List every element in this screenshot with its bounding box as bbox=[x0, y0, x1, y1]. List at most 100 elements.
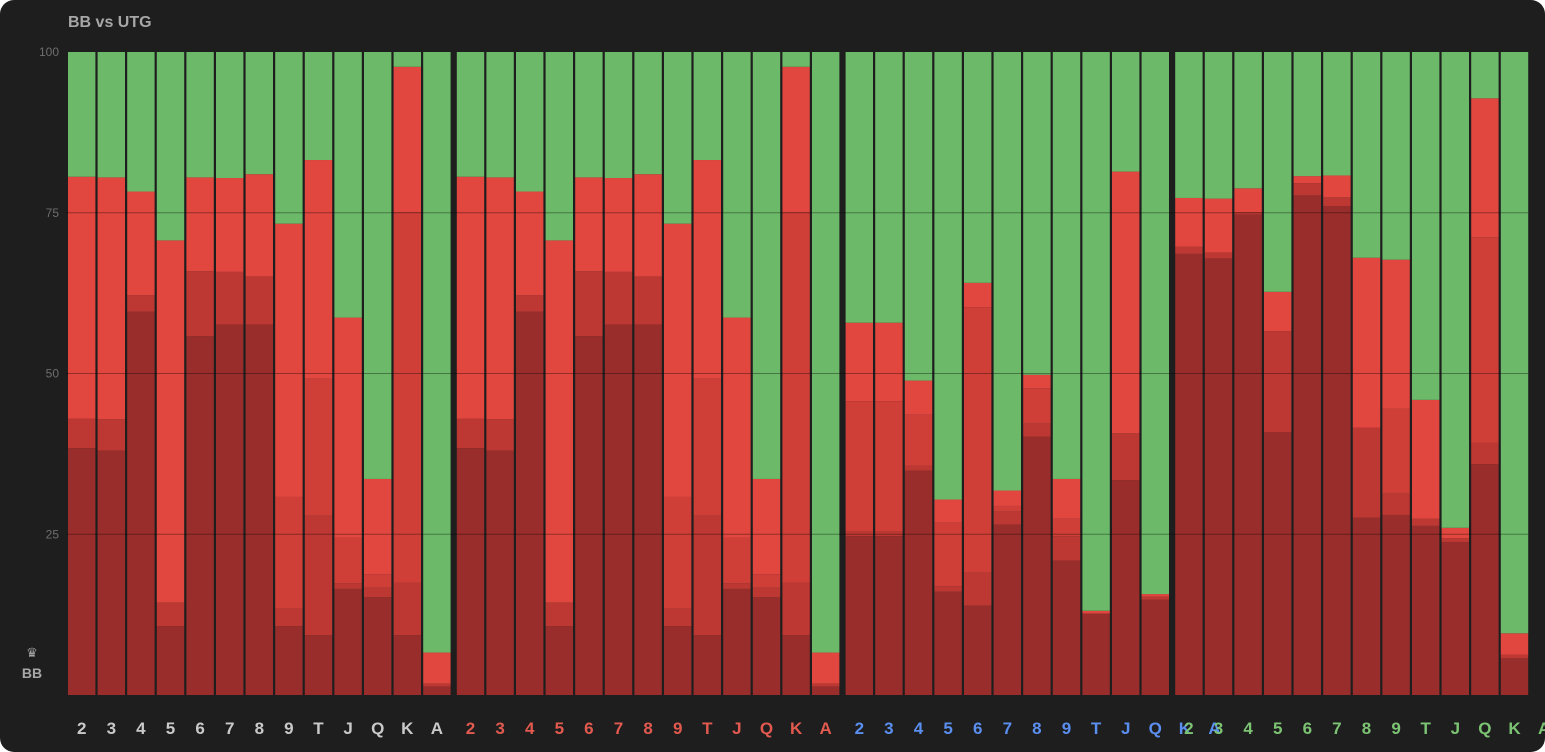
bar-segment-bet-large[interactable] bbox=[875, 322, 903, 402]
bar-segment-bet-small[interactable] bbox=[1141, 596, 1169, 600]
bar-segment-check[interactable] bbox=[1204, 258, 1233, 695]
bar-segment-fold[interactable] bbox=[127, 52, 155, 192]
bar-segment-bet-small[interactable] bbox=[1382, 493, 1410, 515]
bar-segment-bet-large[interactable] bbox=[456, 176, 485, 419]
bar-segment-check[interactable] bbox=[1175, 253, 1203, 696]
bar-segment-check[interactable] bbox=[875, 536, 903, 695]
bar-segment-fold[interactable] bbox=[812, 52, 840, 653]
bar-segment-bet-large[interactable] bbox=[275, 223, 303, 497]
bar-segment-bet-medium[interactable] bbox=[1023, 388, 1051, 424]
bar-segment-fold[interactable] bbox=[1204, 52, 1233, 199]
bar-segment-bet-small[interactable] bbox=[68, 418, 96, 449]
bar-segment-check[interactable] bbox=[97, 450, 125, 695]
bar-segment-check[interactable] bbox=[486, 450, 514, 695]
bar-segment-bet-medium[interactable] bbox=[334, 537, 362, 584]
bar-segment-bet-small[interactable] bbox=[486, 419, 514, 451]
bar-segment-bet-medium[interactable] bbox=[693, 378, 721, 516]
bar-segment-bet-large[interactable] bbox=[1023, 374, 1051, 389]
bar-segment-check[interactable] bbox=[545, 626, 573, 695]
bar-segment-fold[interactable] bbox=[1234, 52, 1262, 189]
bar-segment-fold[interactable] bbox=[1293, 52, 1321, 177]
bar-segment-fold[interactable] bbox=[275, 52, 303, 224]
bar-segment-fold[interactable] bbox=[664, 52, 692, 224]
bar-segment-check[interactable] bbox=[423, 686, 451, 695]
bar-segment-bet-small[interactable] bbox=[545, 602, 573, 627]
bar-segment-bet-large[interactable] bbox=[156, 240, 185, 603]
bar-segment-bet-large[interactable] bbox=[812, 652, 840, 684]
bar-segment-fold[interactable] bbox=[993, 52, 1021, 491]
bar-segment-bet-small[interactable] bbox=[1234, 212, 1262, 215]
bar-segment-bet-large[interactable] bbox=[334, 317, 362, 538]
bar-segment-bet-medium[interactable] bbox=[875, 401, 903, 532]
bar-segment-fold[interactable] bbox=[934, 52, 962, 500]
bar-segment-bet-small[interactable] bbox=[186, 271, 214, 337]
bar-segment-check[interactable] bbox=[1382, 514, 1410, 695]
bar-segment-bet-small[interactable] bbox=[934, 586, 962, 592]
bar-segment-fold[interactable] bbox=[782, 52, 810, 67]
bar-segment-bet-large[interactable] bbox=[1293, 176, 1321, 184]
bar-segment-bet-small[interactable] bbox=[1471, 442, 1499, 465]
bar-segment-bet-medium[interactable] bbox=[1382, 408, 1410, 494]
bar-segment-fold[interactable] bbox=[1112, 52, 1140, 172]
bar-segment-check[interactable] bbox=[393, 635, 421, 695]
bar-segment-fold[interactable] bbox=[304, 52, 333, 161]
bar-segment-fold[interactable] bbox=[1500, 52, 1529, 634]
bar-segment-bet-large[interactable] bbox=[486, 177, 514, 420]
bar-segment-bet-small[interactable] bbox=[245, 276, 273, 325]
bar-segment-fold[interactable] bbox=[1175, 52, 1203, 198]
bar-segment-bet-large[interactable] bbox=[634, 174, 662, 277]
bar-segment-check[interactable] bbox=[664, 626, 692, 695]
bar-segment-bet-small[interactable] bbox=[97, 419, 125, 451]
bar-segment-bet-large[interactable] bbox=[68, 176, 96, 419]
bar-segment-check[interactable] bbox=[964, 605, 992, 695]
bar-segment-fold[interactable] bbox=[423, 52, 451, 653]
bar-segment-bet-small[interactable] bbox=[456, 418, 485, 449]
bar-segment-bet-large[interactable] bbox=[1264, 291, 1292, 332]
bar-segment-bet-small[interactable] bbox=[845, 531, 873, 537]
bar-segment-bet-large[interactable] bbox=[545, 240, 573, 603]
bar-segment-bet-small[interactable] bbox=[1323, 197, 1351, 207]
bar-segment-bet-medium[interactable] bbox=[364, 574, 392, 588]
bar-segment-fold[interactable] bbox=[845, 52, 873, 323]
bar-segment-bet-large[interactable] bbox=[604, 178, 633, 272]
bar-segment-bet-medium[interactable] bbox=[275, 496, 303, 609]
bar-segment-check[interactable] bbox=[723, 588, 751, 695]
bar-segment-check[interactable] bbox=[68, 448, 96, 695]
bar-segment-check[interactable] bbox=[1141, 599, 1169, 695]
bar-segment-bet-large[interactable] bbox=[934, 499, 962, 523]
bar-segment-bet-small[interactable] bbox=[1023, 423, 1051, 437]
bar-segment-fold[interactable] bbox=[1382, 52, 1410, 260]
bar-segment-bet-medium[interactable] bbox=[782, 212, 810, 583]
bar-segment-bet-large[interactable] bbox=[964, 282, 992, 308]
bar-segment-bet-medium[interactable] bbox=[904, 414, 933, 466]
bar-segment-bet-small[interactable] bbox=[334, 583, 362, 589]
bar-segment-bet-large[interactable] bbox=[1175, 197, 1203, 247]
bar-segment-fold[interactable] bbox=[693, 52, 721, 161]
bar-segment-check[interactable] bbox=[1500, 658, 1529, 695]
bar-segment-bet-small[interactable] bbox=[516, 295, 544, 312]
bar-segment-bet-small[interactable] bbox=[782, 582, 810, 636]
bar-segment-fold[interactable] bbox=[1412, 52, 1440, 400]
bar-segment-fold[interactable] bbox=[1352, 52, 1381, 258]
bar-segment-bet-small[interactable] bbox=[664, 608, 692, 627]
bar-segment-check[interactable] bbox=[693, 635, 721, 695]
bar-segment-fold[interactable] bbox=[964, 52, 992, 283]
bar-segment-bet-small[interactable] bbox=[364, 587, 392, 598]
bar-segment-fold[interactable] bbox=[604, 52, 633, 179]
bar-segment-check[interactable] bbox=[516, 311, 544, 695]
bar-segment-bet-small[interactable] bbox=[423, 683, 451, 687]
bar-segment-bet-large[interactable] bbox=[304, 160, 333, 379]
bar-segment-check[interactable] bbox=[993, 524, 1021, 695]
bar-segment-bet-large[interactable] bbox=[1500, 633, 1529, 655]
bar-segment-bet-medium[interactable] bbox=[1471, 237, 1499, 443]
bar-segment-bet-small[interactable] bbox=[1082, 613, 1110, 614]
bar-segment-check[interactable] bbox=[1441, 541, 1469, 695]
bar-segment-fold[interactable] bbox=[904, 52, 933, 381]
bar-segment-check[interactable] bbox=[1052, 560, 1081, 695]
bar-segment-fold[interactable] bbox=[1323, 52, 1351, 176]
bar-segment-check[interactable] bbox=[1234, 214, 1262, 695]
bar-segment-bet-small[interactable] bbox=[304, 515, 333, 636]
bar-segment-check[interactable] bbox=[304, 635, 333, 695]
bar-segment-bet-large[interactable] bbox=[575, 177, 603, 272]
bar-segment-check[interactable] bbox=[1293, 195, 1321, 695]
